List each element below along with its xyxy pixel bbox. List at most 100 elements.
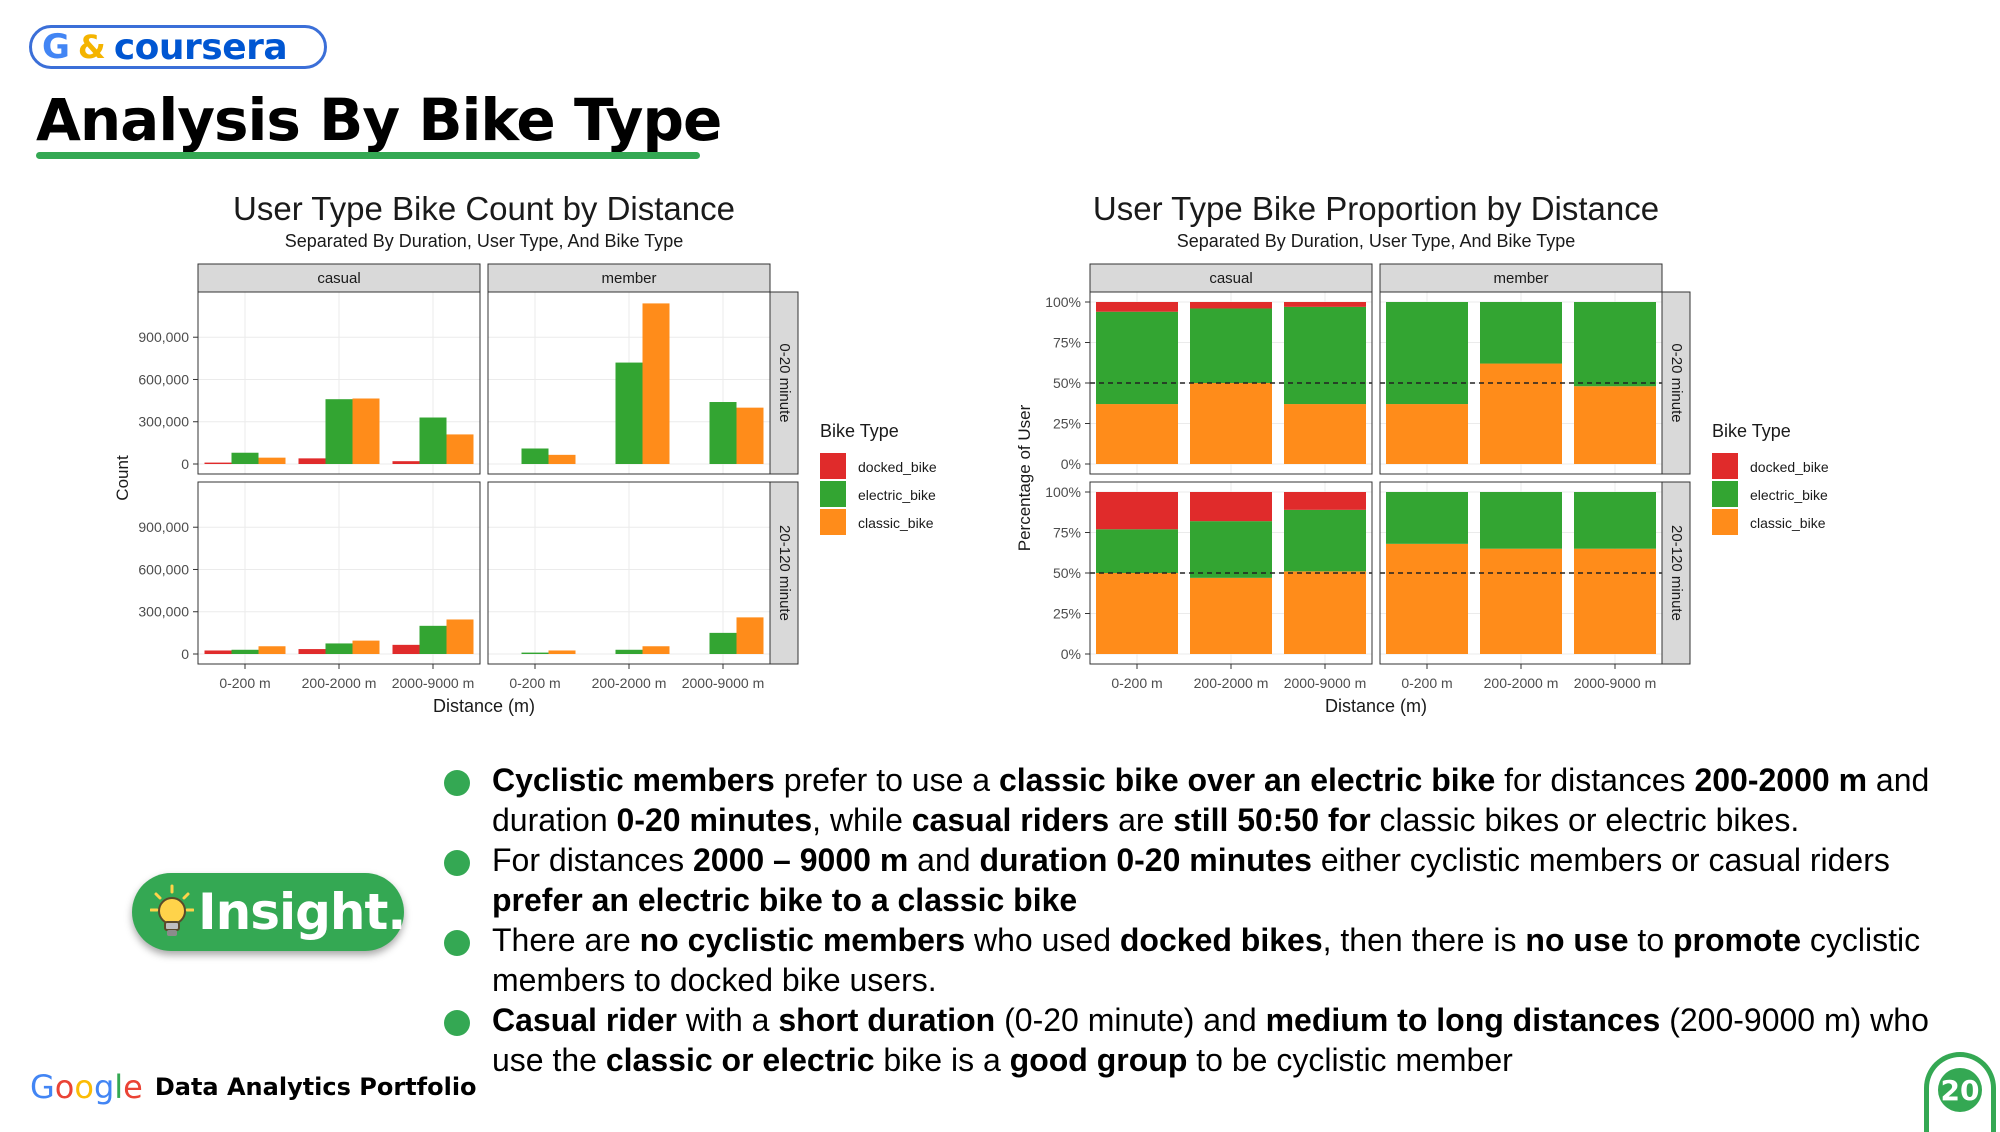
facet-label: casual [1209,270,1252,287]
insight-bullet: For distances 2000 – 9000 m and duration… [440,840,1960,920]
bold-text: no use [1525,922,1629,958]
legend-label: classic_bike [1750,515,1826,531]
bar-electric_bike [1480,492,1562,549]
bar-classic_bike [258,457,286,464]
bar-electric_bike [709,632,737,654]
page-number: 20 [1938,1068,1982,1112]
insight-badge: Insight. [132,873,406,951]
bar-electric_bike [325,399,353,464]
google-letter: o [54,1068,75,1106]
facet-strip [1661,291,1691,475]
facet-label: casual [317,270,360,287]
bar-classic_bike [642,646,670,654]
legend-swatch-electric_bike [1712,481,1738,507]
logo-amp: & [77,28,106,66]
x-axis-label: Distance (m) [433,696,535,716]
lightbulb-icon [149,884,195,940]
bold-text: 0-20 minutes [616,802,813,838]
page-number-badge: 20 [1924,1052,1996,1132]
bar-electric_bike [231,649,259,654]
text-run: cyclistic members to docked bike users. [492,922,1921,998]
bar-docked_bike [298,458,326,464]
facet-strip [769,481,799,665]
bullet-dot [444,770,470,796]
bar-classic_bike [1386,404,1468,464]
logo-g: G [42,27,70,67]
text-run: (0-20 minute) and [995,1002,1266,1038]
count-chart: User Type Bike Count by Distance Separate… [113,190,937,716]
chart-subtitle: Separated By Duration, User Type, And Bi… [285,231,684,251]
bold-text: classic or electric [605,1042,875,1078]
bar-classic_bike [1386,543,1468,654]
text-run: and [908,842,980,878]
text-run: , while [812,802,912,838]
google-letter: g [93,1068,115,1106]
x-tick-label: 0-200 m [219,675,270,691]
bar-classic_bike [1096,404,1178,464]
facet-strip [1661,481,1691,665]
legend-swatch-docked_bike [820,453,846,479]
insight-label: Insight. [198,883,406,941]
y-tick-label: 0 [181,646,189,662]
bullet-text: There are no cyclistic members who used … [492,922,1920,998]
x-tick-label: 0-200 m [1401,675,1452,691]
y-tick-label: 75% [1053,525,1081,541]
bar-electric_bike [615,649,643,654]
bold-text: Cyclistic members [492,762,775,798]
bold-text: Casual rider [492,1002,677,1038]
bar-electric_bike [1386,492,1468,544]
google-letter: l [114,1068,124,1106]
insight-list: Cyclistic members prefer to use a classi… [440,760,1960,1080]
bold-text: medium to long distances [1265,1002,1661,1038]
text-run: prefer to use a [774,762,999,798]
bar-classic_bike [1574,548,1656,654]
google-letter: G [30,1068,55,1106]
bar-classic_bike [736,407,764,464]
y-tick-label: 0 [181,456,189,472]
google-logo: Google [30,1068,143,1106]
y-tick-label: 600,000 [138,561,189,577]
bar-docked_bike [1096,492,1178,530]
bar-electric_bike [419,625,447,654]
text-run: classic bikes or electric bikes. [1370,802,1800,838]
legend-label: electric_bike [1750,487,1828,503]
x-tick-label: 200-2000 m [592,675,667,691]
panel-border [1379,291,1663,475]
text-run: for distances [1495,762,1695,798]
legend-label: classic_bike [858,515,934,531]
title-underline [36,152,700,159]
bullet-text: Casual rider with a short duration (0-20… [492,1002,1929,1078]
text-run: to be cyclistic member [1187,1042,1513,1078]
chart-title: User Type Bike Count by Distance [233,190,735,227]
y-tick-label: 300,000 [138,414,189,430]
bold-text: good group [1009,1042,1188,1078]
x-tick-label: 2000-9000 m [682,675,765,691]
bar-electric_bike [1480,302,1562,364]
y-tick-label: 50% [1053,565,1081,581]
bar-electric_bike [1190,308,1272,383]
y-axis-label: Count [113,455,132,501]
legend-swatch-electric_bike [820,481,846,507]
facet-strip [1089,263,1373,293]
bar-classic_bike [1574,386,1656,464]
bar-electric_bike [615,362,643,464]
y-tick-label: 25% [1053,606,1081,622]
text-run: , then there is [1322,922,1526,958]
bar-electric_bike [231,452,259,464]
facet-label: 20-120 minute [776,525,793,621]
bar-electric_bike [1190,521,1272,578]
x-tick-label: 2000-9000 m [392,675,475,691]
legend-swatch-classic_bike [820,509,846,535]
facet-label: member [1493,270,1548,287]
legend-swatch-docked_bike [1712,453,1738,479]
logo-word: coursera [113,26,288,68]
chart-subtitle: Separated By Duration, User Type, And Bi… [1177,231,1576,251]
bar-electric_bike [709,402,737,464]
facet-label: 0-20 minute [776,343,793,422]
legend-swatch-classic_bike [1712,509,1738,535]
chart-title: User Type Bike Proportion by Distance [1093,190,1659,227]
bar-classic_bike [1284,404,1366,464]
bar-docked_bike [1284,492,1366,510]
facet-label: 20-120 minute [1668,525,1685,621]
google-letter: o [74,1068,94,1106]
